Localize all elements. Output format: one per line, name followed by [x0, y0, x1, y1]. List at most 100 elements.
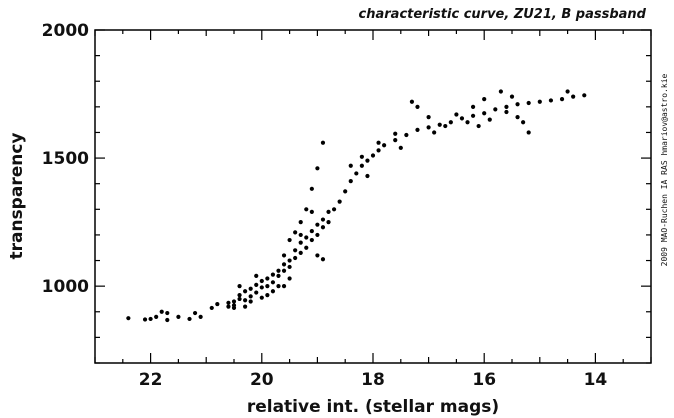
data-point [571, 94, 576, 99]
data-point [359, 163, 364, 168]
data-point [487, 117, 492, 122]
data-point [226, 300, 231, 305]
data-point [348, 179, 353, 184]
data-point [276, 284, 281, 289]
data-point [448, 120, 453, 125]
data-point [559, 97, 565, 102]
data-point [515, 102, 520, 107]
data-point [281, 268, 287, 273]
copyright-note: 2009 MAO-Ruchen IA RAS hmariov@astro.kie [660, 73, 669, 266]
data-point [426, 114, 431, 120]
data-point [354, 171, 359, 176]
data-point [415, 127, 420, 132]
data-point [209, 305, 214, 311]
data-point [148, 316, 153, 322]
data-point [309, 228, 314, 234]
data-point [270, 289, 276, 294]
data-point [259, 285, 264, 290]
data-point [231, 305, 237, 311]
data-point [493, 107, 498, 112]
data-point [320, 140, 326, 145]
data-point [142, 317, 148, 322]
data-point [320, 257, 326, 262]
data-point [482, 111, 487, 116]
data-point [309, 186, 314, 191]
chart-title: characteristic curve, ZU21, B passband [359, 7, 647, 22]
data-point [459, 116, 465, 121]
data-point [376, 148, 381, 153]
x-ticks: 22 20 18 16 14 [94, 30, 652, 390]
data-point [298, 240, 303, 245]
data-point [320, 217, 326, 222]
data-point [432, 130, 437, 135]
data-point [437, 122, 442, 127]
data-point [281, 253, 287, 258]
data-point [198, 314, 203, 319]
data-point [226, 304, 231, 309]
data-point [287, 276, 292, 281]
data-point [359, 154, 364, 159]
data-point [192, 310, 198, 316]
data-points [126, 89, 587, 323]
data-point [176, 314, 181, 319]
y-tick-label: 2000 [42, 21, 89, 41]
data-point [265, 293, 270, 298]
data-point [304, 245, 309, 250]
x-tick-label: 16 [472, 370, 496, 390]
data-point [348, 163, 353, 168]
x-axis-label: relative int. (stellar mags) [247, 397, 499, 417]
data-point [126, 316, 131, 321]
data-point [293, 248, 298, 253]
data-point [304, 207, 309, 212]
data-point [470, 104, 476, 109]
y-axis-label: transparency [7, 132, 27, 259]
data-point [165, 310, 170, 316]
data-point [443, 123, 448, 129]
data-point [270, 272, 276, 277]
y-tick-label: 1000 [42, 277, 89, 297]
data-point [231, 299, 237, 304]
data-point [393, 131, 398, 136]
data-point [398, 145, 403, 150]
data-point [548, 98, 554, 103]
data-point [259, 278, 264, 284]
data-point [521, 120, 526, 125]
data-point [281, 262, 287, 267]
data-point [393, 138, 398, 143]
data-point [265, 284, 270, 289]
data-point [315, 222, 320, 227]
data-point [293, 230, 298, 235]
data-point [276, 268, 281, 273]
data-point [482, 97, 487, 102]
data-point [304, 235, 309, 240]
y-tick-label: 1500 [42, 149, 89, 169]
data-point [215, 301, 220, 307]
data-point [470, 113, 476, 118]
y-ticks: 1000 1500 2000 [42, 21, 651, 364]
data-point [243, 304, 248, 309]
data-point [293, 255, 298, 261]
data-point [565, 89, 570, 94]
data-point [248, 294, 253, 299]
data-point [237, 296, 242, 302]
data-point [287, 237, 292, 243]
data-point [320, 225, 326, 230]
data-point [504, 104, 509, 109]
data-point [376, 140, 381, 145]
data-point [382, 143, 387, 148]
data-point [526, 100, 531, 106]
data-point [415, 104, 420, 109]
x-tick-label: 20 [250, 370, 274, 390]
data-point [243, 289, 248, 294]
data-point [465, 120, 470, 125]
data-point [315, 232, 320, 238]
data-point [370, 153, 376, 158]
data-point [476, 123, 481, 129]
data-point [331, 207, 337, 212]
data-point [276, 273, 281, 279]
data-point [243, 298, 248, 303]
data-point [165, 317, 170, 323]
x-tick-label: 18 [361, 370, 385, 390]
data-point [237, 293, 242, 298]
data-point [270, 280, 276, 285]
